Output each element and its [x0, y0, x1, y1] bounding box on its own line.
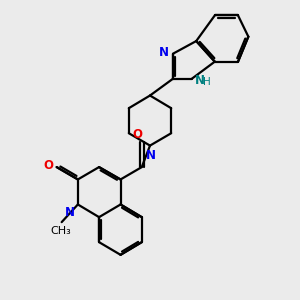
Text: H: H: [203, 77, 211, 87]
Text: CH₃: CH₃: [51, 226, 71, 236]
Text: N: N: [146, 149, 156, 162]
Text: N: N: [159, 46, 169, 59]
Text: O: O: [43, 159, 53, 172]
Text: N: N: [65, 206, 75, 219]
Text: N: N: [195, 74, 205, 87]
Text: O: O: [132, 128, 142, 141]
